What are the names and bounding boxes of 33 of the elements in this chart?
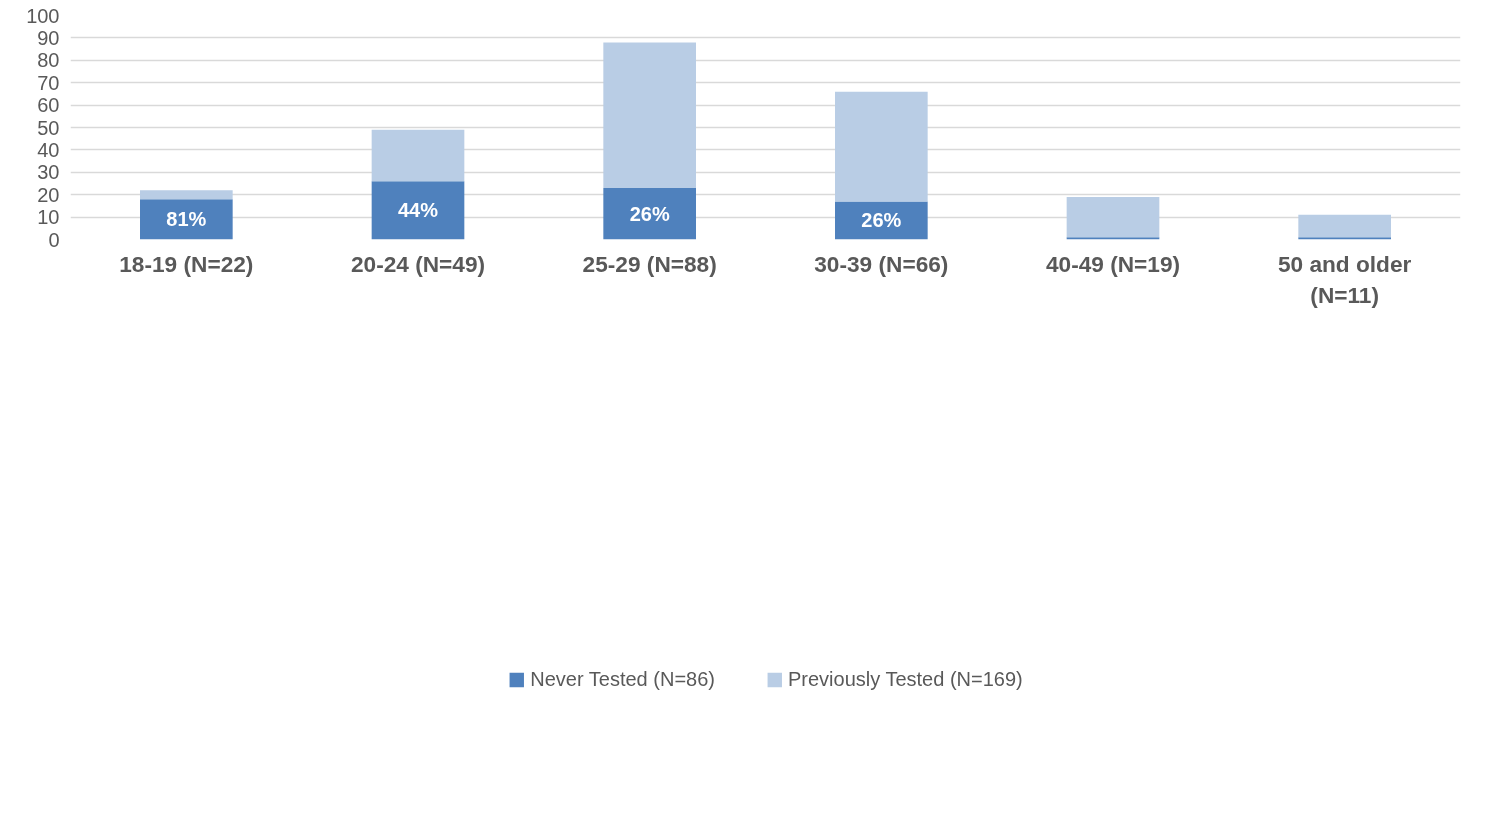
bar bbox=[835, 201, 928, 240]
y-tick-label: 40 bbox=[37, 138, 60, 161]
bar bbox=[835, 91, 928, 202]
bar bbox=[603, 42, 696, 188]
y-tick-label: 10 bbox=[37, 206, 60, 229]
bar bbox=[1066, 196, 1160, 238]
annotation: 81% bbox=[166, 208, 207, 231]
bar bbox=[1298, 214, 1391, 238]
bar bbox=[140, 190, 233, 200]
y-tick-label: 70 bbox=[37, 71, 60, 94]
x-tick-label: 30-39 (N=66) bbox=[814, 250, 949, 277]
y-tick-label: 50 bbox=[37, 116, 60, 139]
x-tick-label: 18-19 (N=22) bbox=[119, 250, 254, 277]
x-tick-label: 50 and older (N=11) bbox=[1277, 250, 1412, 308]
bar bbox=[140, 199, 233, 240]
annotation: 26% bbox=[861, 209, 902, 232]
x-tick-label: 25-29 (N=88) bbox=[582, 250, 717, 277]
y-tick-label: 20 bbox=[37, 183, 60, 206]
x-tick-label: 20-24 (N=49) bbox=[350, 250, 486, 277]
bar bbox=[371, 129, 465, 182]
legend-label: Never Tested (N=86) bbox=[530, 667, 715, 691]
legend-label: Previously Tested (N=169) bbox=[787, 667, 1023, 691]
x-tick-label: 40-49 (N=19) bbox=[1045, 250, 1181, 277]
y-tick-label: 30 bbox=[37, 161, 60, 184]
y-tick-label: 100 bbox=[26, 4, 60, 27]
y-tick-label: 90 bbox=[37, 26, 60, 49]
bar bbox=[371, 181, 465, 240]
y-tick-label: 60 bbox=[37, 94, 60, 117]
y-tick-label: 80 bbox=[37, 49, 60, 72]
annotation: 26% bbox=[629, 202, 670, 225]
y-tick-label: 0 bbox=[48, 228, 60, 251]
bar bbox=[603, 187, 696, 240]
annotation: 44% bbox=[397, 199, 439, 222]
